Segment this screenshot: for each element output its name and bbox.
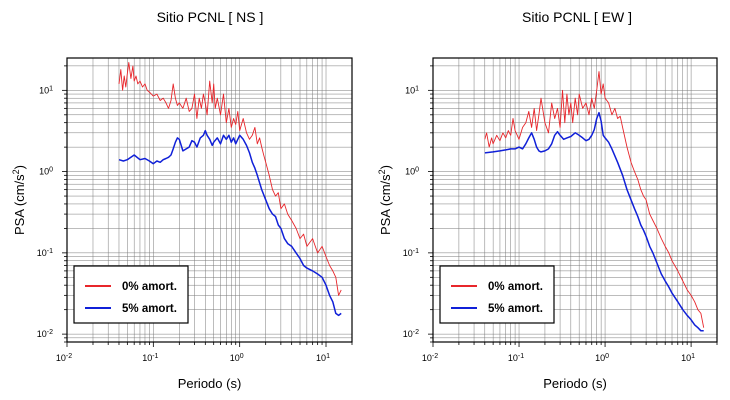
legend-label-undamped: 0% amort. [488, 281, 543, 293]
chart-panel-2: 10-2 10-1 100 101 10-2 10-1 100 101 Sitio PCNL [… [377, 9, 718, 391]
y-tick-label: 10-1 [403, 247, 419, 258]
y-tick-label: 101 [39, 85, 53, 96]
x-tick-label: 100 [230, 353, 244, 364]
plot-frame [432, 57, 718, 343]
chart-panel-1: 10-2 10-1 100 101 10-2 10-1 100 101 Sitio PCNL [… [11, 9, 353, 391]
y-tick-label: 10-2 [403, 329, 419, 340]
x-tick-label: 100 [595, 353, 609, 364]
plot-frame [66, 57, 353, 343]
x-axis-label: Periodo (s) [543, 376, 607, 391]
legend-box [73, 265, 189, 324]
y-tick-label: 101 [405, 85, 419, 96]
y-tick-label: 10-2 [37, 329, 53, 340]
x-tick-label: 101 [681, 353, 695, 364]
y-tick-label: 10-1 [37, 247, 53, 258]
y-axis-label: PSA (cm/s2) [377, 165, 393, 235]
y-tick-label: 100 [39, 166, 53, 177]
series-line-damped [484, 111, 704, 332]
legend-box [439, 265, 555, 324]
legend: 0% amort. 5% amort. [73, 265, 189, 324]
x-tick-label: 10-1 [142, 353, 158, 364]
series-line-undamped [118, 62, 342, 296]
chart-title: Sitio PCNL [ NS ] [157, 9, 264, 25]
series-line-damped [118, 129, 342, 317]
x-tick-label: 101 [316, 353, 330, 364]
x-tick-label: 10-1 [508, 353, 524, 364]
chart-title: Sitio PCNL [ EW ] [522, 9, 632, 25]
y-tick-label: 100 [405, 166, 419, 177]
x-axis-label: Periodo (s) [178, 376, 242, 391]
x-tick-label: 10-2 [56, 353, 72, 364]
legend-label-undamped: 0% amort. [122, 281, 177, 293]
legend-label-damped: 5% amort. [122, 303, 177, 315]
series-line-undamped [484, 71, 705, 328]
y-axis-label: PSA (cm/s2) [11, 165, 27, 235]
legend-label-damped: 5% amort. [488, 303, 543, 315]
legend: 0% amort. 5% amort. [439, 265, 555, 324]
x-tick-label: 10-2 [422, 353, 438, 364]
